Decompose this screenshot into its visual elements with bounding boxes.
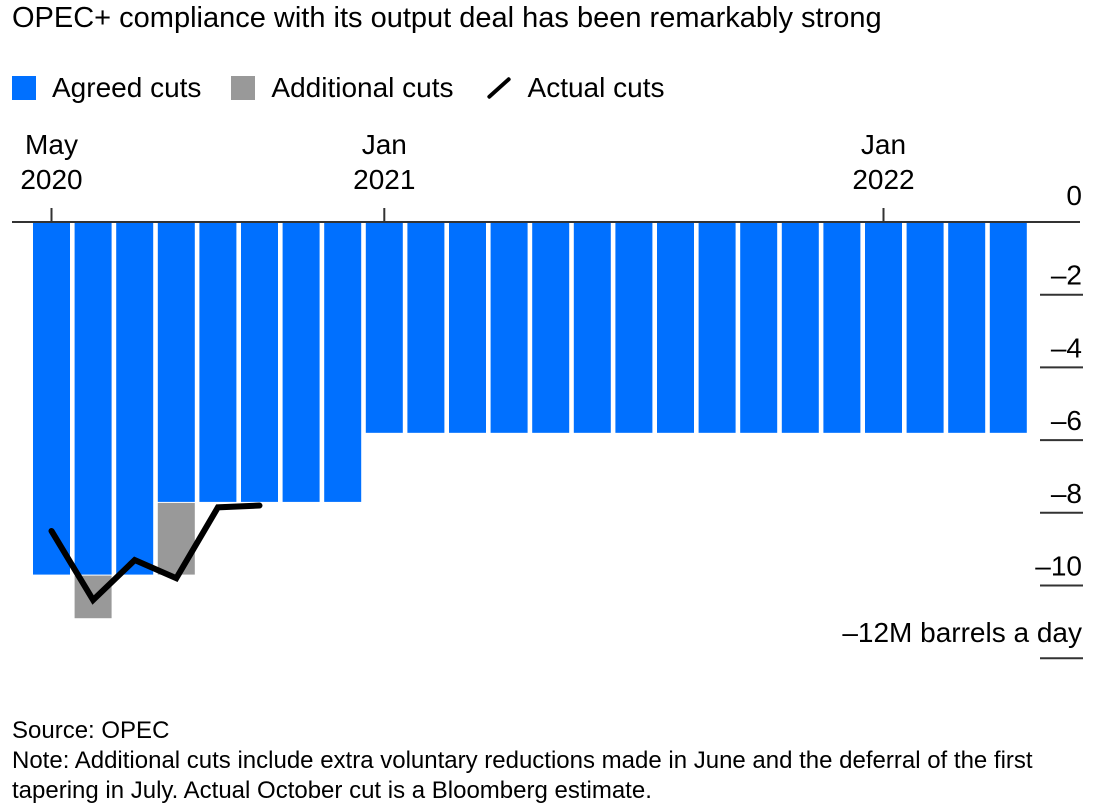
bar-agreed-2021-09 <box>698 222 736 433</box>
legend-label: Agreed cuts <box>52 72 202 103</box>
bar-agreed-2020-07 <box>116 222 154 575</box>
bar-agreed-2020-09 <box>199 222 237 502</box>
note-text: Note: Additional cuts include extra volu… <box>12 747 1033 804</box>
bar-agreed-2021-04 <box>490 222 528 433</box>
y-tick-label: –10 <box>1035 551 1082 582</box>
bar-agreed-2020-12 <box>324 222 362 502</box>
y-unit-label: –12M barrels a day <box>842 617 1082 648</box>
bar-agreed-2022-04 <box>989 222 1027 433</box>
bar-agreed-2021-12 <box>823 222 861 433</box>
bar-agreed-2022-03 <box>948 222 986 433</box>
bar-agreed-2021-10 <box>740 222 778 433</box>
y-tick-label: –6 <box>1051 405 1082 436</box>
bar-agreed-2020-08 <box>157 222 195 502</box>
bar-agreed-2021-07 <box>615 222 653 433</box>
bar-agreed-2020-10 <box>241 222 278 502</box>
legend-item-actual: Actual cuts <box>484 72 665 104</box>
bar-additional-2020-08 <box>157 502 195 575</box>
legend-label: Actual cuts <box>527 72 665 103</box>
bar-agreed-2022-01 <box>865 222 902 433</box>
footer: Source: OPEC Note: Additional cuts inclu… <box>12 716 1072 806</box>
bar-agreed-2021-06 <box>573 222 611 433</box>
legend-item-agreed: Agreed cuts <box>12 72 201 104</box>
legend-swatch-agreed <box>12 76 36 100</box>
bar-agreed-2022-02 <box>906 222 944 433</box>
bar-agreed-2020-06 <box>74 222 112 575</box>
x-tick-label: May <box>25 129 78 160</box>
x-tick-label: 2020 <box>20 164 82 195</box>
actual-cuts-line <box>48 502 263 605</box>
legend-item-additional: Additional cuts <box>231 72 454 104</box>
x-tick-label: Jan <box>861 129 906 160</box>
legend: Agreed cuts Additional cuts Actual cuts <box>12 72 694 104</box>
y-tick-label: –2 <box>1051 260 1082 291</box>
x-tick-label: 2021 <box>353 164 415 195</box>
chart-title: OPEC+ compliance with its output deal ha… <box>12 2 882 34</box>
bar-agreed-2021-08 <box>657 222 694 433</box>
bar-agreed-2020-05 <box>33 222 70 575</box>
x-tick-label: 2022 <box>852 164 914 195</box>
x-tick-label: Jan <box>362 129 407 160</box>
legend-label: Additional cuts <box>271 72 454 103</box>
bar-agreed-2021-03 <box>449 222 486 433</box>
y-tick-label: 0 <box>1066 180 1082 211</box>
bar-agreed-2021-01 <box>365 222 403 433</box>
legend-swatch-additional <box>231 76 256 100</box>
bar-agreed-2021-05 <box>532 222 570 433</box>
bar-agreed-2020-11 <box>282 222 320 502</box>
y-tick-label: –8 <box>1051 478 1082 509</box>
bar-agreed-2021-02 <box>407 222 445 433</box>
source-text: Source: OPEC <box>12 717 170 744</box>
bar-agreed-2021-11 <box>781 222 819 433</box>
y-tick-label: –4 <box>1051 332 1082 363</box>
